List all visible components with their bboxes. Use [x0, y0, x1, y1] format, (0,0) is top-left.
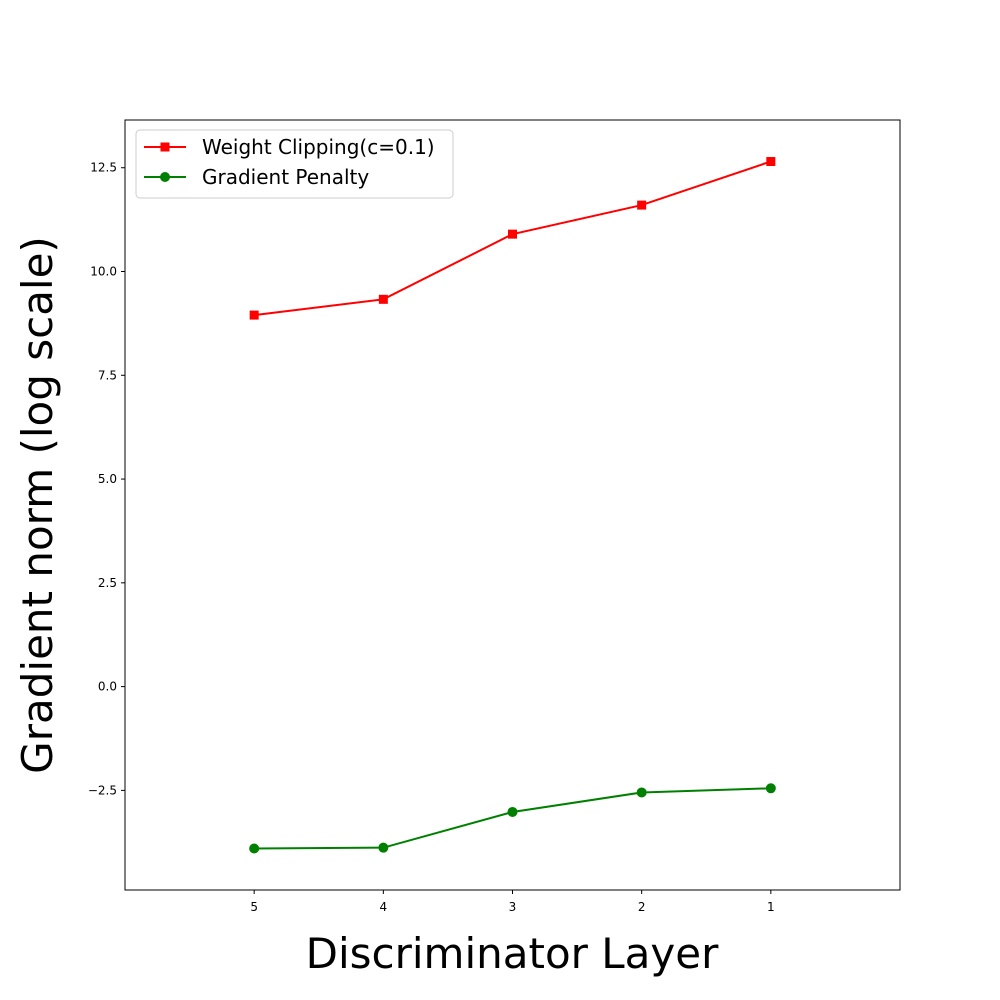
data-point-2 [507, 806, 518, 817]
legend-label-1: Weight Clipping(c=0.1) [202, 135, 435, 159]
data-point-1 [249, 310, 259, 320]
data-point-2 [636, 787, 647, 798]
y-axis-title: Gradient norm (log scale) [13, 236, 62, 774]
data-point-1 [637, 200, 647, 210]
data-point-1 [508, 229, 517, 239]
y-axis: −2.5 0.0 2.5 5.0 7.5 10.0 12.5 [88, 161, 125, 797]
y-tick-label: 0.0 [98, 680, 117, 694]
y-tick-label: −2.5 [88, 783, 117, 797]
x-tick-label: 5 [250, 900, 258, 914]
y-tick-label: 10.0 [90, 265, 117, 279]
legend-marker-2 [160, 172, 170, 182]
y-tick-label: 7.5 [98, 368, 117, 382]
x-axis-title: Discriminator Layer [306, 929, 719, 978]
x-axis: 5 4 3 2 1 [250, 890, 775, 914]
x-tick-label: 3 [509, 900, 517, 914]
y-tick-label: 12.5 [90, 161, 117, 175]
data-point-2 [378, 842, 389, 853]
x-tick-label: 1 [767, 900, 775, 914]
legend-box [135, 129, 454, 199]
data-point-2 [249, 843, 260, 854]
y-tick-label: 2.5 [98, 576, 117, 590]
legend-marker-1 [160, 142, 170, 152]
x-tick-label: 4 [380, 900, 388, 914]
data-point-1 [378, 294, 388, 304]
y-tick-label: 5.0 [98, 472, 117, 486]
x-tick-label: 2 [638, 900, 646, 914]
data-point-2 [765, 783, 776, 794]
data-point-1 [766, 157, 776, 167]
legend: Weight Clipping(c=0.1) Gradient Penalty [135, 129, 454, 199]
legend-label-2: Gradient Penalty [202, 165, 369, 189]
series-layer [249, 157, 776, 854]
